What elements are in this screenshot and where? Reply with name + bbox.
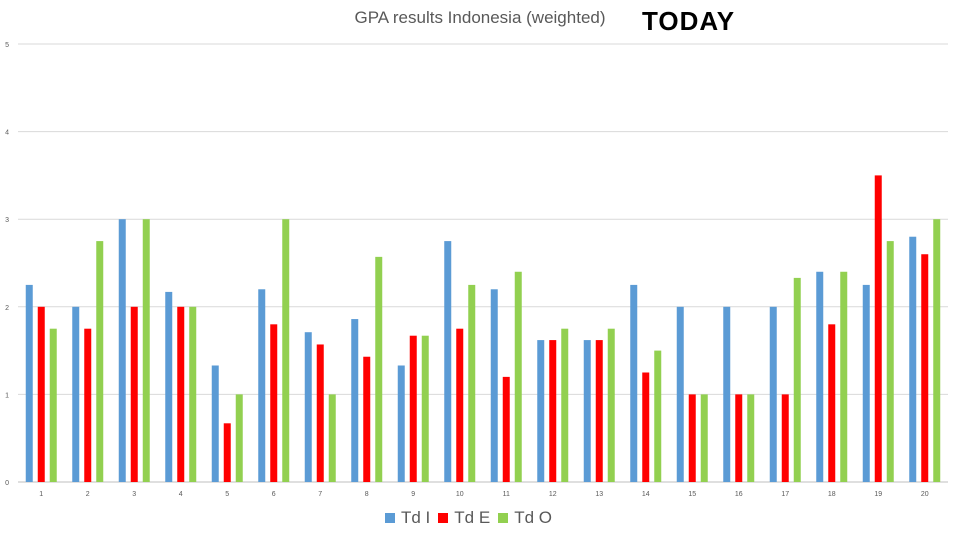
x-tick-label-12: 12 <box>549 491 557 498</box>
legend-label-td-o: Td O <box>514 508 552 527</box>
x-tick-label-1: 1 <box>39 491 43 498</box>
x-tick-label-9: 9 <box>411 491 415 498</box>
y-tick-label-1: 1 <box>5 392 9 399</box>
bar-td-e-15 <box>688 394 696 482</box>
bar-td-o-12 <box>561 328 569 482</box>
bar-td-e-12 <box>549 340 557 482</box>
x-tick-label-20: 20 <box>921 491 929 498</box>
bar-td-i-20 <box>909 236 917 482</box>
chart-title: GPA results Indonesia (weighted) <box>354 8 606 27</box>
legend-label-td-e: Td E <box>454 508 491 527</box>
bar-td-o-2 <box>96 241 104 482</box>
x-tick-label-4: 4 <box>179 491 183 498</box>
bar-td-e-6 <box>270 324 278 482</box>
bar-td-i-10 <box>444 241 452 482</box>
bar-td-e-17 <box>781 394 789 482</box>
x-tick-label-5: 5 <box>225 491 229 498</box>
bar-td-i-4 <box>165 291 173 482</box>
bar-td-o-4 <box>189 306 197 482</box>
bar-td-o-7 <box>328 394 336 482</box>
x-tick-label-14: 14 <box>642 491 650 498</box>
bar-td-o-20 <box>933 219 941 482</box>
bar-td-o-18 <box>840 271 848 482</box>
x-tick-label-7: 7 <box>318 491 322 498</box>
bar-td-o-16 <box>747 394 755 482</box>
bar-td-i-6 <box>258 289 266 482</box>
bar-td-e-16 <box>735 394 743 482</box>
x-tick-label-2: 2 <box>86 491 90 498</box>
bar-td-i-5 <box>211 365 219 482</box>
bar-td-o-19 <box>886 241 894 482</box>
bar-td-o-14 <box>654 350 662 482</box>
bar-td-o-10 <box>468 284 476 482</box>
bar-td-e-19 <box>874 175 882 482</box>
bar-td-e-8 <box>363 356 371 482</box>
bar-td-e-4 <box>177 306 185 482</box>
chart-legend: Td I Td E Td O <box>385 508 560 528</box>
bar-td-i-14 <box>630 284 638 482</box>
bar-td-i-7 <box>304 332 312 482</box>
legend-label-td-i: Td I <box>401 508 431 527</box>
legend-item-td-i: Td I <box>385 508 430 528</box>
bar-td-i-13 <box>583 340 591 482</box>
x-tick-label-16: 16 <box>735 491 743 498</box>
bar-td-e-1 <box>37 306 45 482</box>
x-tick-label-17: 17 <box>781 491 789 498</box>
legend-swatch-td-i <box>385 513 395 523</box>
bar-td-o-17 <box>793 277 801 482</box>
x-tick-label-13: 13 <box>595 491 603 498</box>
bar-td-i-8 <box>351 319 359 482</box>
x-tick-label-3: 3 <box>132 491 136 498</box>
bar-td-i-12 <box>537 340 545 482</box>
bar-td-o-6 <box>282 219 290 482</box>
legend-item-td-e: Td E <box>438 508 490 528</box>
x-tick-label-10: 10 <box>456 491 464 498</box>
y-tick-label-0: 0 <box>5 480 9 487</box>
bar-td-i-16 <box>723 306 731 482</box>
bar-td-o-13 <box>607 328 615 482</box>
legend-item-td-o: Td O <box>498 508 552 528</box>
bar-td-e-14 <box>642 372 650 482</box>
bar-td-i-18 <box>816 271 824 482</box>
y-tick-label-3: 3 <box>5 217 9 224</box>
bar-td-o-5 <box>235 394 243 482</box>
bar-td-i-2 <box>72 306 80 482</box>
bar-td-e-20 <box>921 254 929 482</box>
bar-td-i-17 <box>769 306 777 482</box>
bar-td-i-15 <box>676 306 684 482</box>
bar-td-o-15 <box>700 394 708 482</box>
bar-td-o-11 <box>514 271 522 482</box>
bar-td-o-1 <box>49 328 57 482</box>
bar-td-e-5 <box>223 423 231 482</box>
bar-td-i-19 <box>862 284 870 482</box>
bar-td-i-3 <box>118 219 126 482</box>
legend-swatch-td-e <box>438 513 449 523</box>
bar-td-i-1 <box>25 284 33 482</box>
bar-td-e-13 <box>595 340 603 482</box>
today-heading: TODAY <box>642 6 736 36</box>
legend-swatch-td-o <box>498 513 509 523</box>
bar-td-e-3 <box>130 306 138 482</box>
bar-td-i-11 <box>490 289 498 482</box>
y-tick-label-5: 5 <box>5 42 9 49</box>
bar-td-e-10 <box>456 328 464 482</box>
x-tick-label-19: 19 <box>874 491 882 498</box>
x-tick-label-11: 11 <box>503 491 510 498</box>
bar-td-o-3 <box>142 219 150 482</box>
x-tick-label-8: 8 <box>365 491 369 498</box>
bar-td-o-8 <box>375 256 383 482</box>
bar-td-o-9 <box>421 335 429 482</box>
bar-td-e-2 <box>84 328 92 482</box>
x-tick-label-18: 18 <box>828 491 836 498</box>
y-tick-label-2: 2 <box>5 305 9 312</box>
x-tick-label-6: 6 <box>272 491 276 498</box>
bar-td-e-7 <box>316 344 324 482</box>
bar-td-e-18 <box>828 324 836 482</box>
bar-td-i-9 <box>397 365 405 482</box>
y-tick-label-4: 4 <box>5 130 9 137</box>
bar-td-e-11 <box>502 376 510 482</box>
x-tick-label-15: 15 <box>688 491 696 498</box>
bar-td-e-9 <box>409 335 417 482</box>
